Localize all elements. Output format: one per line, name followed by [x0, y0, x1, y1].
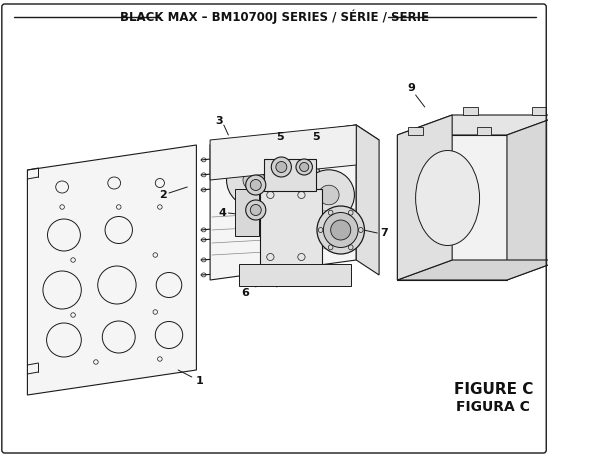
Text: 1: 1: [195, 376, 203, 386]
Ellipse shape: [243, 170, 265, 191]
Polygon shape: [28, 145, 196, 395]
Text: BLACK MAX – BM10700J SERIES / SÉRIE / SERIE: BLACK MAX – BM10700J SERIES / SÉRIE / SE…: [119, 10, 428, 24]
Bar: [477, 127, 491, 135]
Polygon shape: [397, 115, 562, 135]
Ellipse shape: [227, 153, 281, 207]
Text: 2: 2: [159, 190, 166, 200]
Text: 5: 5: [276, 132, 283, 142]
Polygon shape: [210, 125, 356, 180]
Ellipse shape: [416, 151, 479, 246]
Text: 3: 3: [215, 116, 223, 126]
Polygon shape: [507, 115, 562, 280]
Ellipse shape: [299, 162, 309, 172]
Ellipse shape: [265, 148, 320, 202]
FancyBboxPatch shape: [260, 189, 322, 271]
Text: 7: 7: [380, 228, 388, 238]
Ellipse shape: [250, 204, 261, 216]
FancyBboxPatch shape: [235, 189, 259, 236]
Polygon shape: [210, 125, 379, 160]
Bar: [409, 127, 423, 135]
FancyBboxPatch shape: [264, 159, 316, 191]
Bar: [570, 198, 582, 213]
Text: FIGURA C: FIGURA C: [457, 400, 530, 414]
Ellipse shape: [276, 162, 287, 172]
Ellipse shape: [246, 175, 266, 195]
Text: FIGURE C: FIGURE C: [454, 383, 533, 398]
Bar: [463, 107, 478, 115]
Ellipse shape: [250, 180, 261, 191]
Ellipse shape: [317, 206, 364, 254]
Text: 4: 4: [218, 208, 226, 218]
Ellipse shape: [319, 185, 339, 205]
FancyBboxPatch shape: [565, 188, 588, 222]
Ellipse shape: [296, 159, 313, 175]
Polygon shape: [397, 135, 507, 280]
Ellipse shape: [331, 220, 351, 240]
Text: 9: 9: [407, 83, 415, 93]
Polygon shape: [356, 125, 379, 275]
Text: 5: 5: [312, 132, 320, 142]
Polygon shape: [397, 260, 562, 280]
Polygon shape: [210, 125, 356, 280]
Polygon shape: [397, 115, 452, 280]
FancyBboxPatch shape: [239, 264, 351, 286]
Ellipse shape: [271, 157, 292, 177]
Ellipse shape: [303, 170, 355, 220]
Bar: [532, 107, 546, 115]
Ellipse shape: [246, 200, 266, 220]
Ellipse shape: [323, 212, 358, 248]
Ellipse shape: [281, 165, 303, 186]
Text: 6: 6: [241, 288, 249, 298]
